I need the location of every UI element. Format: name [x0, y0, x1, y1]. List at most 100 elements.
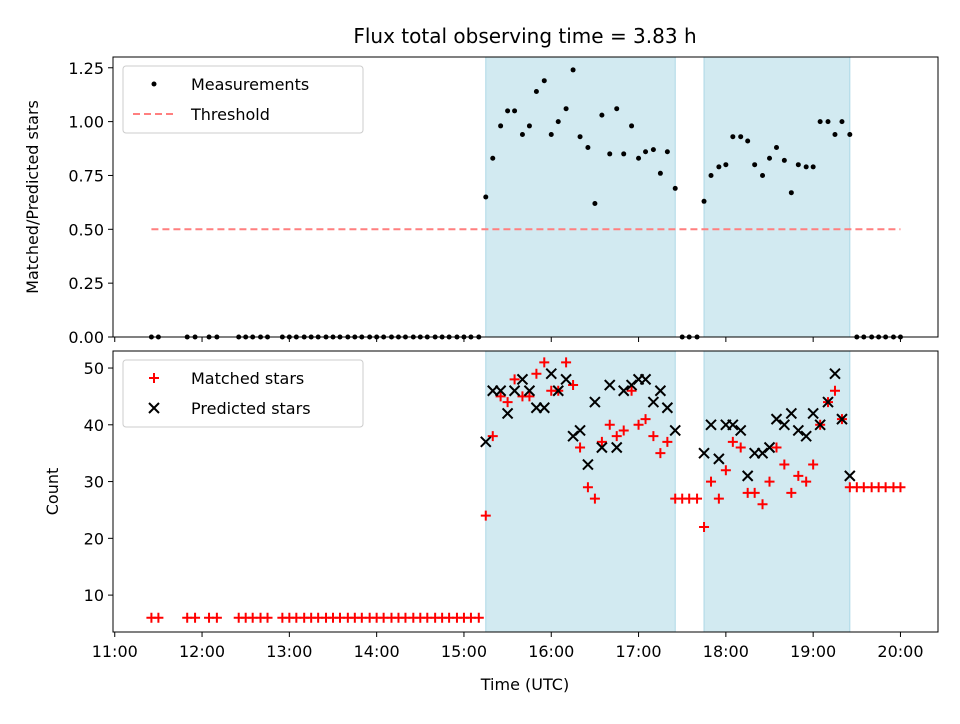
data-point: [825, 119, 831, 125]
data-point: [839, 119, 845, 125]
data-point: [832, 132, 838, 138]
data-point: [153, 612, 164, 623]
y-tick-label: 0.75: [68, 166, 104, 185]
data-point: [757, 499, 768, 510]
data-point: [770, 413, 783, 425]
data-point: [800, 430, 812, 442]
data-point: [599, 112, 605, 118]
data-point: [760, 172, 766, 178]
y-tick-label: 0.25: [68, 274, 104, 293]
legend-swatch: [148, 402, 160, 414]
data-point: [509, 374, 520, 385]
y-axis-label: Count: [43, 468, 62, 516]
legend-box: [122, 359, 364, 428]
data-point: [844, 470, 856, 482]
x-tick-label: 19:00: [790, 642, 836, 661]
data-point: [773, 144, 779, 150]
data-point: [568, 380, 579, 391]
data-point: [639, 373, 652, 386]
data-point: [763, 441, 776, 454]
data-point: [626, 385, 637, 396]
data-point: [589, 396, 601, 408]
data-point: [633, 419, 644, 430]
panel-1: 0.00 0.25 0.50 0.75 1.00 1.25 Matched/Predicte…: [23, 56, 939, 347]
data-point: [829, 385, 840, 396]
data-point: [505, 108, 511, 114]
data-point: [648, 431, 659, 442]
data-point: [533, 88, 539, 94]
data-point: [752, 162, 758, 168]
legend-box: [122, 65, 364, 134]
y-tick-label: 20: [84, 529, 104, 548]
data-point: [749, 487, 760, 498]
data-point: [502, 397, 513, 408]
data-point: [512, 108, 518, 114]
data-point: [708, 172, 714, 178]
data-point: [793, 470, 804, 481]
data-point: [211, 612, 222, 623]
y-tick-label: 30: [84, 473, 104, 492]
data-point: [647, 396, 660, 408]
series-matched-stars: [146, 357, 906, 623]
data-point: [788, 190, 794, 196]
data-point: [585, 144, 591, 150]
data-point: [473, 612, 484, 623]
data-point: [574, 424, 586, 437]
data-point: [480, 510, 491, 521]
legend-label: Measurements: [191, 75, 309, 94]
data-point: [614, 106, 620, 112]
shaded-interval: [485, 56, 676, 338]
data-point: [548, 132, 554, 138]
data-point: [575, 442, 586, 453]
shaded-interval: [703, 350, 851, 633]
data-point: [538, 402, 550, 414]
data-point: [808, 459, 819, 470]
data-point: [643, 149, 649, 155]
data-point: [764, 476, 775, 487]
data-point: [807, 407, 819, 420]
data-point: [541, 78, 547, 84]
data-point: [699, 521, 710, 532]
x-tick-label: 20:00: [877, 642, 923, 661]
data-point: [734, 424, 747, 437]
x-tick-label: 13:00: [266, 642, 312, 661]
data-point: [810, 164, 816, 170]
data-point: [494, 385, 507, 397]
data-point: [771, 442, 782, 453]
data-point: [563, 106, 569, 112]
data-point: [498, 123, 504, 129]
data-point: [847, 132, 853, 138]
data-point: [817, 119, 823, 125]
x-tick-label: 14:00: [354, 642, 400, 661]
data-point: [657, 170, 663, 176]
data-point: [596, 441, 608, 454]
data-point: [803, 164, 809, 170]
data-point: [621, 151, 627, 157]
data-point: [662, 436, 673, 447]
x-tick-label: 18:00: [703, 642, 749, 661]
data-point: [570, 67, 576, 73]
data-point: [501, 407, 514, 420]
shaded-interval: [703, 56, 851, 338]
y-tick-label: 0.50: [68, 220, 104, 239]
data-point: [792, 424, 805, 437]
data-point: [629, 123, 635, 129]
legend-swatch: [149, 373, 159, 383]
data-point: [716, 164, 722, 170]
data-point: [480, 436, 492, 448]
data-point: [577, 134, 583, 140]
data-point: [767, 155, 773, 161]
data-point: [636, 155, 642, 161]
legend: Measurements Threshold: [122, 65, 364, 134]
data-point: [190, 612, 201, 623]
data-point: [655, 448, 666, 459]
legend-label: Matched stars: [191, 369, 304, 388]
data-point: [545, 367, 557, 380]
data-point: [669, 424, 681, 437]
data-point: [611, 431, 622, 442]
data-point: [795, 162, 801, 168]
x-tick-label: 11:00: [92, 642, 138, 661]
y-axis-label: Matched/Predicted stars: [23, 100, 42, 294]
panel-2: 10 20 30 40 50 11:00 12:00 13:00 14:00 15:00 16:00…: [43, 350, 939, 661]
